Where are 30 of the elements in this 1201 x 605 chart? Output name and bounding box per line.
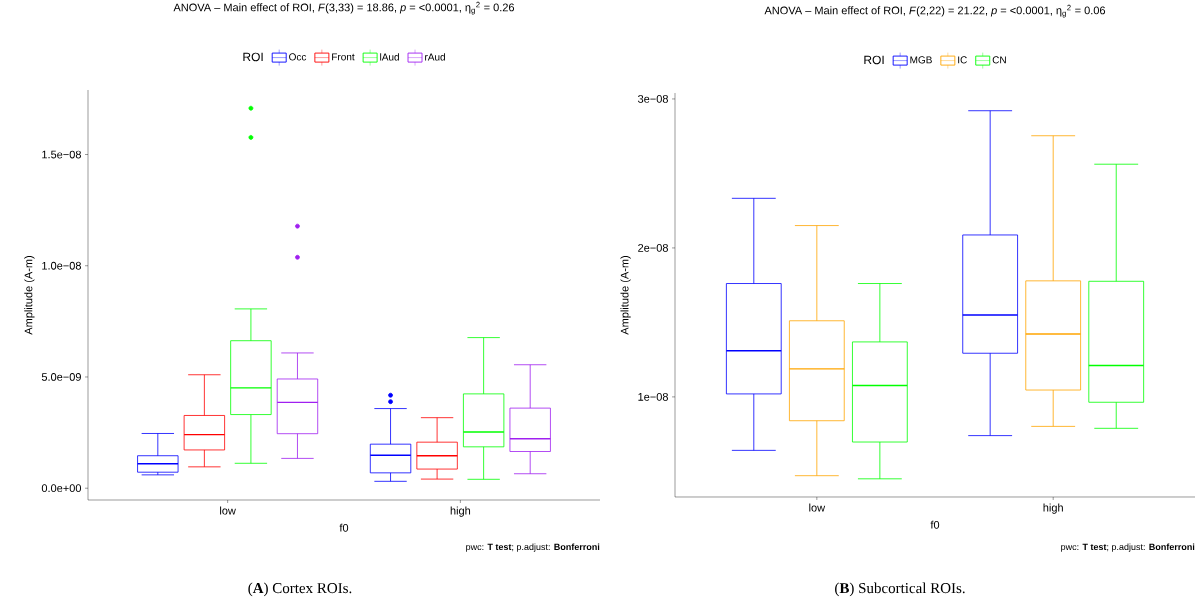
text: (A) Cortex ROIs. — [248, 582, 352, 597]
x-axis-title: f0 — [339, 523, 349, 532]
x-tick-label: low — [220, 506, 236, 515]
text: (B) Subcortical ROIs. — [835, 582, 965, 597]
legend-label: IC — [958, 56, 967, 64]
x-axis-title: f0 — [930, 520, 940, 529]
y-tick-label: 2e−08 — [638, 244, 668, 252]
y-tick-label: 1.0e−08 — [42, 261, 81, 270]
text: pwc: T test; p.adjust: Bonferroni — [1061, 543, 1195, 552]
legend-label: rAud — [425, 53, 445, 61]
x-tick-label: high — [1043, 503, 1063, 514]
x-tick-label: low — [809, 503, 826, 512]
chart-title: ANOVA – Main effect of ROI, F(3,33) = 18.86, p = <0.0001, η$_{g}$$^{2}$ = 0.26 — [173, 1, 515, 15]
y-tick-label: 0.0e+00 — [41, 484, 82, 493]
y-tick-label: 1.5e−08 — [42, 150, 81, 159]
legend-label: CN — [992, 56, 1006, 64]
legend-title: ROI — [864, 55, 884, 65]
y-axis-title: Amplitude (A-m) — [620, 255, 631, 335]
legend-label: MGB — [910, 56, 932, 64]
y-axis-title: Amplitude (A-m) — [24, 255, 35, 335]
text: pwc: T test; p.adjust: Bonferroni — [466, 543, 600, 552]
y-tick-label: 1e−08 — [638, 393, 668, 401]
y-tick-label: 5.0e−09 — [41, 373, 81, 381]
legend-label: lAud — [380, 53, 399, 61]
x-tick-label: high — [450, 506, 471, 517]
legend-label: Front — [332, 53, 355, 61]
y-tick-label: 3e−08 — [638, 95, 668, 103]
legend-label: Occ — [289, 53, 307, 61]
chart-title: ANOVA – Main effect of ROI, F(2,22) = 21.22, p = <0.0001, η$_{g}$$^{2}$ = 0.06 — [764, 4, 1106, 18]
legend-title: ROI — [243, 52, 263, 62]
